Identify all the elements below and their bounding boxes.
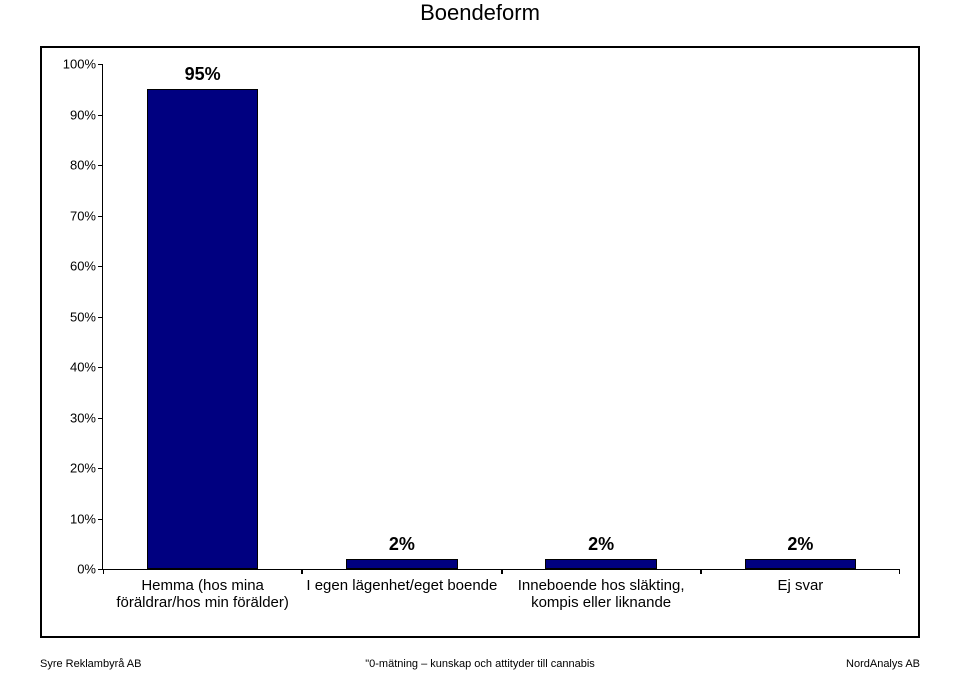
bar-value-label: 2%: [302, 534, 501, 555]
x-tick: [103, 569, 302, 574]
x-tick: [502, 569, 701, 574]
y-axis-label: 20%: [58, 461, 96, 476]
footer-left: Syre Reklambyrå AB: [40, 658, 141, 670]
category: 2%Inneboende hos släkting, kompis eller …: [502, 64, 701, 569]
x-axis-label: Hemma (hos mina föräldrar/hos min föräld…: [103, 577, 302, 612]
category: 2%Ej svar: [701, 64, 900, 569]
y-axis-label: 90%: [58, 107, 96, 122]
category: 95%Hemma (hos mina föräldrar/hos min för…: [103, 64, 302, 569]
y-axis-label: 70%: [58, 208, 96, 223]
x-axis-label: I egen lägenhet/eget boende: [302, 577, 501, 594]
x-tick: [701, 569, 900, 574]
y-axis-label: 0%: [58, 562, 96, 577]
bar: [147, 89, 259, 569]
y-axis-label: 30%: [58, 410, 96, 425]
y-axis-label: 40%: [58, 360, 96, 375]
bar-value-label: 95%: [103, 64, 302, 85]
x-axis-label: Inneboende hos släkting, kompis eller li…: [502, 577, 701, 612]
y-axis-label: 60%: [58, 259, 96, 274]
x-axis-label: Ej svar: [701, 577, 900, 594]
bar: [545, 559, 657, 569]
footer-center: "0-mätning – kunskap och attityder till …: [0, 658, 960, 670]
bar: [745, 559, 857, 569]
bar-value-label: 2%: [502, 534, 701, 555]
y-axis-label: 100%: [58, 57, 96, 72]
bar-value-label: 2%: [701, 534, 900, 555]
bar: [346, 559, 458, 569]
y-axis-label: 50%: [58, 309, 96, 324]
chart-container: 0%10%20%30%40%50%60%70%80%90%100%95%Hemm…: [40, 46, 920, 638]
y-axis-label: 10%: [58, 511, 96, 526]
y-axis-label: 80%: [58, 158, 96, 173]
plot-area: 0%10%20%30%40%50%60%70%80%90%100%95%Hemm…: [102, 64, 900, 570]
chart-title: Boendeform: [0, 0, 960, 26]
x-tick: [302, 569, 501, 574]
category: 2%I egen lägenhet/eget boende: [302, 64, 501, 569]
footer-right: NordAnalys AB: [846, 658, 920, 670]
